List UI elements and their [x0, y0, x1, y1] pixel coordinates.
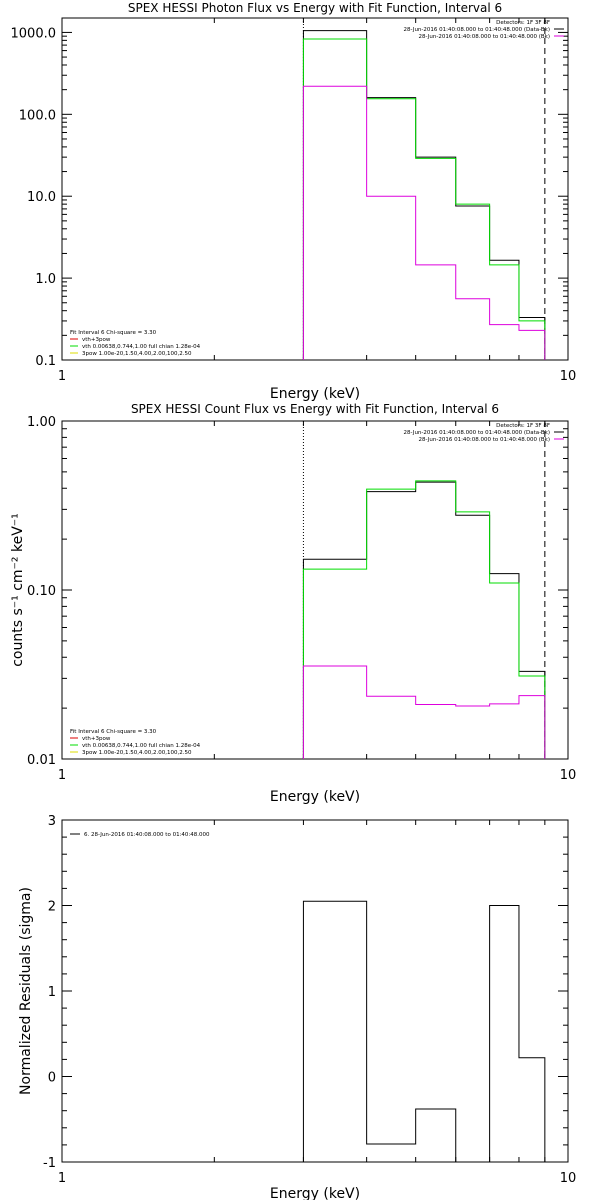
x-tick-label: 1: [58, 1171, 66, 1186]
x-tick-label: 1: [58, 369, 66, 384]
series-1: [302, 30, 546, 360]
y-tick-label: 1: [48, 985, 56, 1000]
chart-panel-1: 1 10 0.1 1.0 10.0 100.0 1000.0 SPEX HESSI Photo…: [11, 1, 577, 402]
legend-entry: 28-Jun-2016 01:40:08.000 to 01:40:48.000…: [418, 34, 550, 40]
y-tick-label: 1.00: [27, 415, 56, 430]
x-tick-label: 10: [560, 768, 577, 783]
x-tick-label: 1: [58, 768, 66, 783]
plot-frame: [61, 17, 569, 361]
legend-entry: 28-Jun-2016 01:40:08.000 to 01:40:48.000…: [404, 27, 550, 33]
y-tick-label: 3: [48, 814, 56, 829]
x-axis-label: Energy (keV): [270, 386, 360, 402]
legend-entry: vth 0.00638,0.744,1.00 full chian 1.28e-…: [82, 344, 201, 350]
legend-header: Detectors: 1F 3F 8F: [496, 423, 550, 429]
legend-entry: 28-Jun-2016 01:40:08.000 to 01:40:48.000…: [404, 430, 550, 436]
y-tick-label: 1.0: [35, 272, 56, 287]
legend-bottom: Fit Interval 6 Chi-square = 3.30vth+3pow…: [70, 729, 201, 756]
legend-entry: vth+3pow: [82, 337, 111, 343]
series-line: [302, 480, 546, 759]
legend-top: 6. 28-Jun-2016 01:40:08.000 to 01:40:48.…: [70, 832, 210, 838]
data-layer: [302, 900, 546, 1162]
x-axis-label: Energy (keV): [270, 1186, 360, 1200]
legend-header: Detectors: 1F 3F 8F: [496, 20, 550, 26]
y-tick-label: -1: [43, 1156, 56, 1171]
series-line: [302, 30, 546, 360]
series-line: [302, 85, 546, 360]
y-tick-label: 10.0: [27, 190, 56, 205]
series-line: [302, 38, 546, 360]
y-tick-label: 100.0: [19, 108, 56, 123]
y-tick-label: 0.10: [27, 584, 56, 599]
series-3: [302, 85, 546, 360]
plot-frame: [61, 819, 569, 1163]
y-tick-label: 0.01: [27, 753, 56, 768]
chart-panel-3: 1 10 -1 0 1 2 3 Energy (keV) Normalized Residual…: [18, 814, 576, 1200]
data-layer: [302, 480, 546, 759]
series-3: [302, 665, 546, 759]
series-2: [302, 38, 546, 360]
legend-entry: 3pow 1.00e-20,1.50,4.00,2.00,100,2.50: [82, 351, 192, 357]
x-axis-label: Energy (keV): [270, 789, 360, 805]
y-axis-label: Normalized Residuals (sigma): [18, 887, 34, 1095]
chart-title: SPEX HESSI Photon Flux vs Energy with Fi…: [128, 1, 502, 15]
chart-panel-2: 1 10 0.01 0.10 1.00 SPEX HESSI Count Flux vs …: [10, 402, 576, 805]
legend-entry: 3pow 1.00e-20,1.50,4.00,2.00,100,2.50: [82, 750, 192, 756]
legend-entry: 6. 28-Jun-2016 01:40:08.000 to 01:40:48.…: [84, 832, 210, 838]
data-layer: [302, 30, 546, 360]
legend-entry: vth 0.00638,0.744,1.00 full chian 1.28e-…: [82, 743, 201, 749]
y-tick-label: 0: [48, 1071, 56, 1086]
legend-header: Fit Interval 6 Chi-square = 3.30: [70, 729, 157, 735]
y-tick-label: 0.1: [35, 354, 56, 369]
chart-title: SPEX HESSI Count Flux vs Energy with Fit…: [131, 402, 499, 416]
y-tick-label: 2: [48, 900, 56, 915]
series-1: [302, 900, 546, 1162]
y-tick-label: 1000.0: [11, 26, 57, 41]
y-axis-label: counts s⁻¹ cm⁻² keV⁻¹: [10, 513, 26, 667]
series-line: [302, 900, 546, 1162]
legend-header: Fit Interval 6 Chi-square = 3.30: [70, 330, 157, 336]
legend-entry: 28-Jun-2016 01:40:08.000 to 01:40:48.000…: [418, 437, 550, 443]
series-2: [302, 480, 546, 759]
series-line: [302, 481, 546, 759]
x-tick-label: 10: [560, 369, 577, 384]
x-tick-label: 10: [560, 1171, 577, 1186]
series-1: [302, 481, 546, 759]
series-line: [302, 665, 546, 759]
plot-frame: [61, 420, 569, 760]
legend-bottom: Fit Interval 6 Chi-square = 3.30vth+3pow…: [70, 330, 201, 357]
legend-entry: vth+3pow: [82, 736, 111, 742]
